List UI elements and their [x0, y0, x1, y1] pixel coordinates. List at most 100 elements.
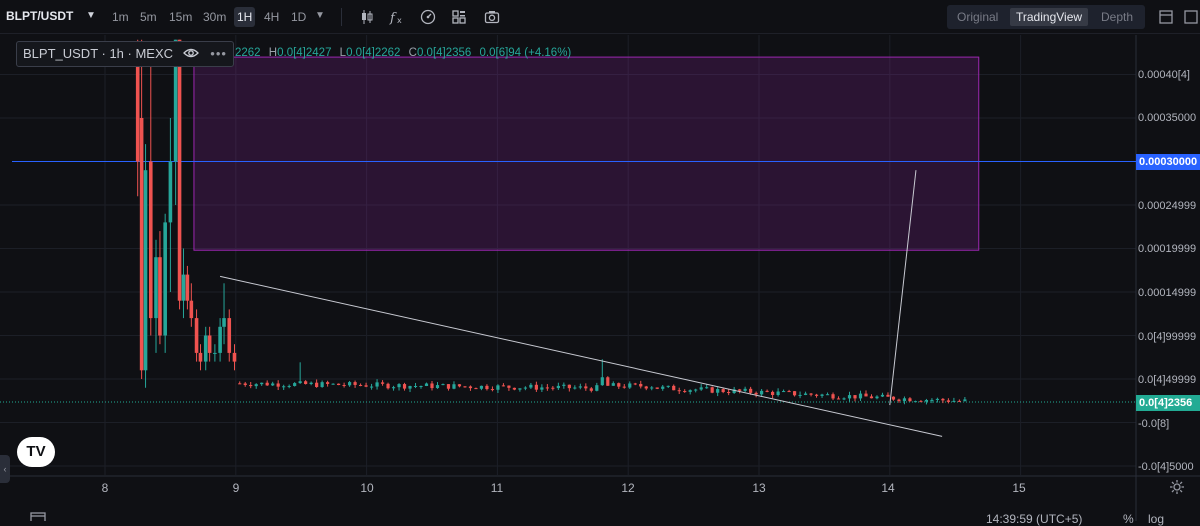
- panel-layout-icon[interactable]: [1158, 9, 1174, 25]
- candle-body: [232, 352, 237, 362]
- price-label: 0.00019999: [1138, 243, 1197, 255]
- candle-body: [809, 393, 813, 395]
- indicators-icon[interactable]: f x: [389, 9, 405, 25]
- compare-icon[interactable]: [420, 9, 436, 25]
- timeframe-30m[interactable]: 30m: [203, 10, 227, 24]
- candle-body: [902, 398, 907, 401]
- candle-body: [490, 389, 495, 391]
- candle-body: [847, 395, 852, 399]
- fullscreen-icon[interactable]: [1183, 9, 1199, 25]
- candle-body: [271, 383, 275, 386]
- timeframe-5m[interactable]: 5m: [140, 10, 157, 24]
- candle-body: [457, 384, 462, 387]
- candle-body: [189, 300, 194, 319]
- clock-readout[interactable]: 14:39:59 (UTC+5): [986, 512, 1083, 526]
- candle-body: [727, 392, 731, 394]
- price-chart[interactable]: [0, 35, 1200, 521]
- timeframe-1h[interactable]: 1H: [234, 7, 256, 27]
- more-timeframes-icon[interactable]: ▼: [315, 10, 325, 21]
- toolbar-divider: [341, 8, 342, 26]
- candle-body: [238, 383, 242, 385]
- candle-body: [562, 384, 566, 386]
- percent-scale-toggle[interactable]: %: [1123, 512, 1134, 526]
- candle-body: [957, 400, 961, 402]
- camera-icon[interactable]: [484, 9, 500, 25]
- candle-body: [919, 401, 923, 403]
- candle-body: [326, 382, 330, 384]
- candle-body: [946, 400, 950, 402]
- series-legend[interactable]: BLPT_USDT · 1h · MEXC •••: [16, 41, 234, 67]
- candle-body: [556, 385, 560, 389]
- price-label: 0.0[4]49999: [1138, 374, 1197, 386]
- timeframe-1d[interactable]: 1D: [291, 10, 307, 24]
- candle-body: [375, 382, 379, 387]
- candle-body: [158, 257, 162, 336]
- candle-body: [203, 335, 208, 362]
- timeframe-4h[interactable]: 4H: [264, 10, 280, 24]
- candle-body: [787, 391, 791, 393]
- ohlc-high-key: H: [268, 47, 278, 59]
- time-label: 8: [101, 481, 109, 495]
- candle-body: [507, 385, 511, 388]
- candle-body: [732, 389, 736, 393]
- collapse-sidebar-icon[interactable]: ‹: [0, 455, 10, 483]
- candle-body: [154, 257, 158, 319]
- more-options-icon[interactable]: •••: [210, 46, 227, 61]
- candle-body: [864, 393, 868, 397]
- eye-icon[interactable]: [182, 47, 199, 59]
- candle-body: [198, 352, 203, 362]
- candle-body: [913, 401, 918, 403]
- ohlc-high-value: 0.0[4]2427: [277, 47, 332, 59]
- symbol-selector[interactable]: BLPT/USDT: [6, 9, 74, 23]
- horizontal-line-price-tag[interactable]: 0.00030000: [1136, 154, 1200, 170]
- candle-body: [474, 388, 478, 390]
- view-original-button[interactable]: Original: [957, 10, 999, 24]
- svg-text:f: f: [389, 11, 397, 25]
- log-scale-toggle[interactable]: log: [1148, 512, 1165, 526]
- candle-body: [148, 161, 153, 319]
- candle-type-icon[interactable]: [359, 9, 375, 25]
- candle-body: [185, 274, 190, 301]
- ohlc-close-value: 0.0[4]2356: [416, 47, 472, 59]
- candle-body: [666, 385, 670, 387]
- view-tradingview-button[interactable]: TradingView: [1010, 8, 1089, 26]
- candle-body: [545, 387, 549, 389]
- candle-body: [792, 391, 797, 396]
- candle-body: [842, 398, 846, 400]
- candle-body: [611, 383, 615, 386]
- timeframe-1m[interactable]: 1m: [112, 10, 129, 24]
- candle-body: [265, 382, 269, 386]
- candle-body: [181, 274, 186, 301]
- view-depth-button[interactable]: Depth: [1101, 10, 1134, 24]
- timeframe-15m[interactable]: 15m: [169, 10, 193, 24]
- legend-title: BLPT_USDT · 1h · MEXC: [23, 46, 174, 61]
- candle-body: [135, 48, 140, 162]
- candle-body: [606, 377, 610, 386]
- calendar-icon[interactable]: [30, 512, 46, 521]
- candle-body: [518, 388, 522, 390]
- tradingview-logo[interactable]: TV: [17, 437, 55, 467]
- candle-body: [584, 386, 588, 389]
- top-toolbar: BLPT/USDT ▼ 1m 5m 15m 30m 1H 4H 1D ▼ f x…: [0, 0, 1200, 34]
- candle-body: [628, 383, 632, 388]
- symbol-dropdown-icon[interactable]: ▼: [86, 10, 96, 21]
- price-label: 0.00024999: [1138, 200, 1197, 212]
- candle-body: [820, 394, 824, 396]
- candle-body: [369, 386, 374, 388]
- candle-body: [721, 389, 725, 393]
- candle-body: [194, 318, 199, 353]
- candle-body: [452, 384, 456, 389]
- candle-body: [836, 398, 841, 400]
- chart-canvas[interactable]: [0, 35, 1200, 521]
- candle-body: [963, 399, 967, 401]
- candle-body: [683, 391, 687, 393]
- candle-body: [600, 377, 604, 386]
- candle-body: [320, 382, 324, 387]
- candle-body: [213, 352, 217, 354]
- candle-body: [380, 382, 385, 384]
- chart-settings-gear-icon[interactable]: [1169, 479, 1185, 495]
- candle-body: [391, 387, 396, 389]
- layout-grid-icon[interactable]: [451, 9, 467, 25]
- candle-body: [760, 390, 764, 395]
- candle-body: [825, 394, 830, 396]
